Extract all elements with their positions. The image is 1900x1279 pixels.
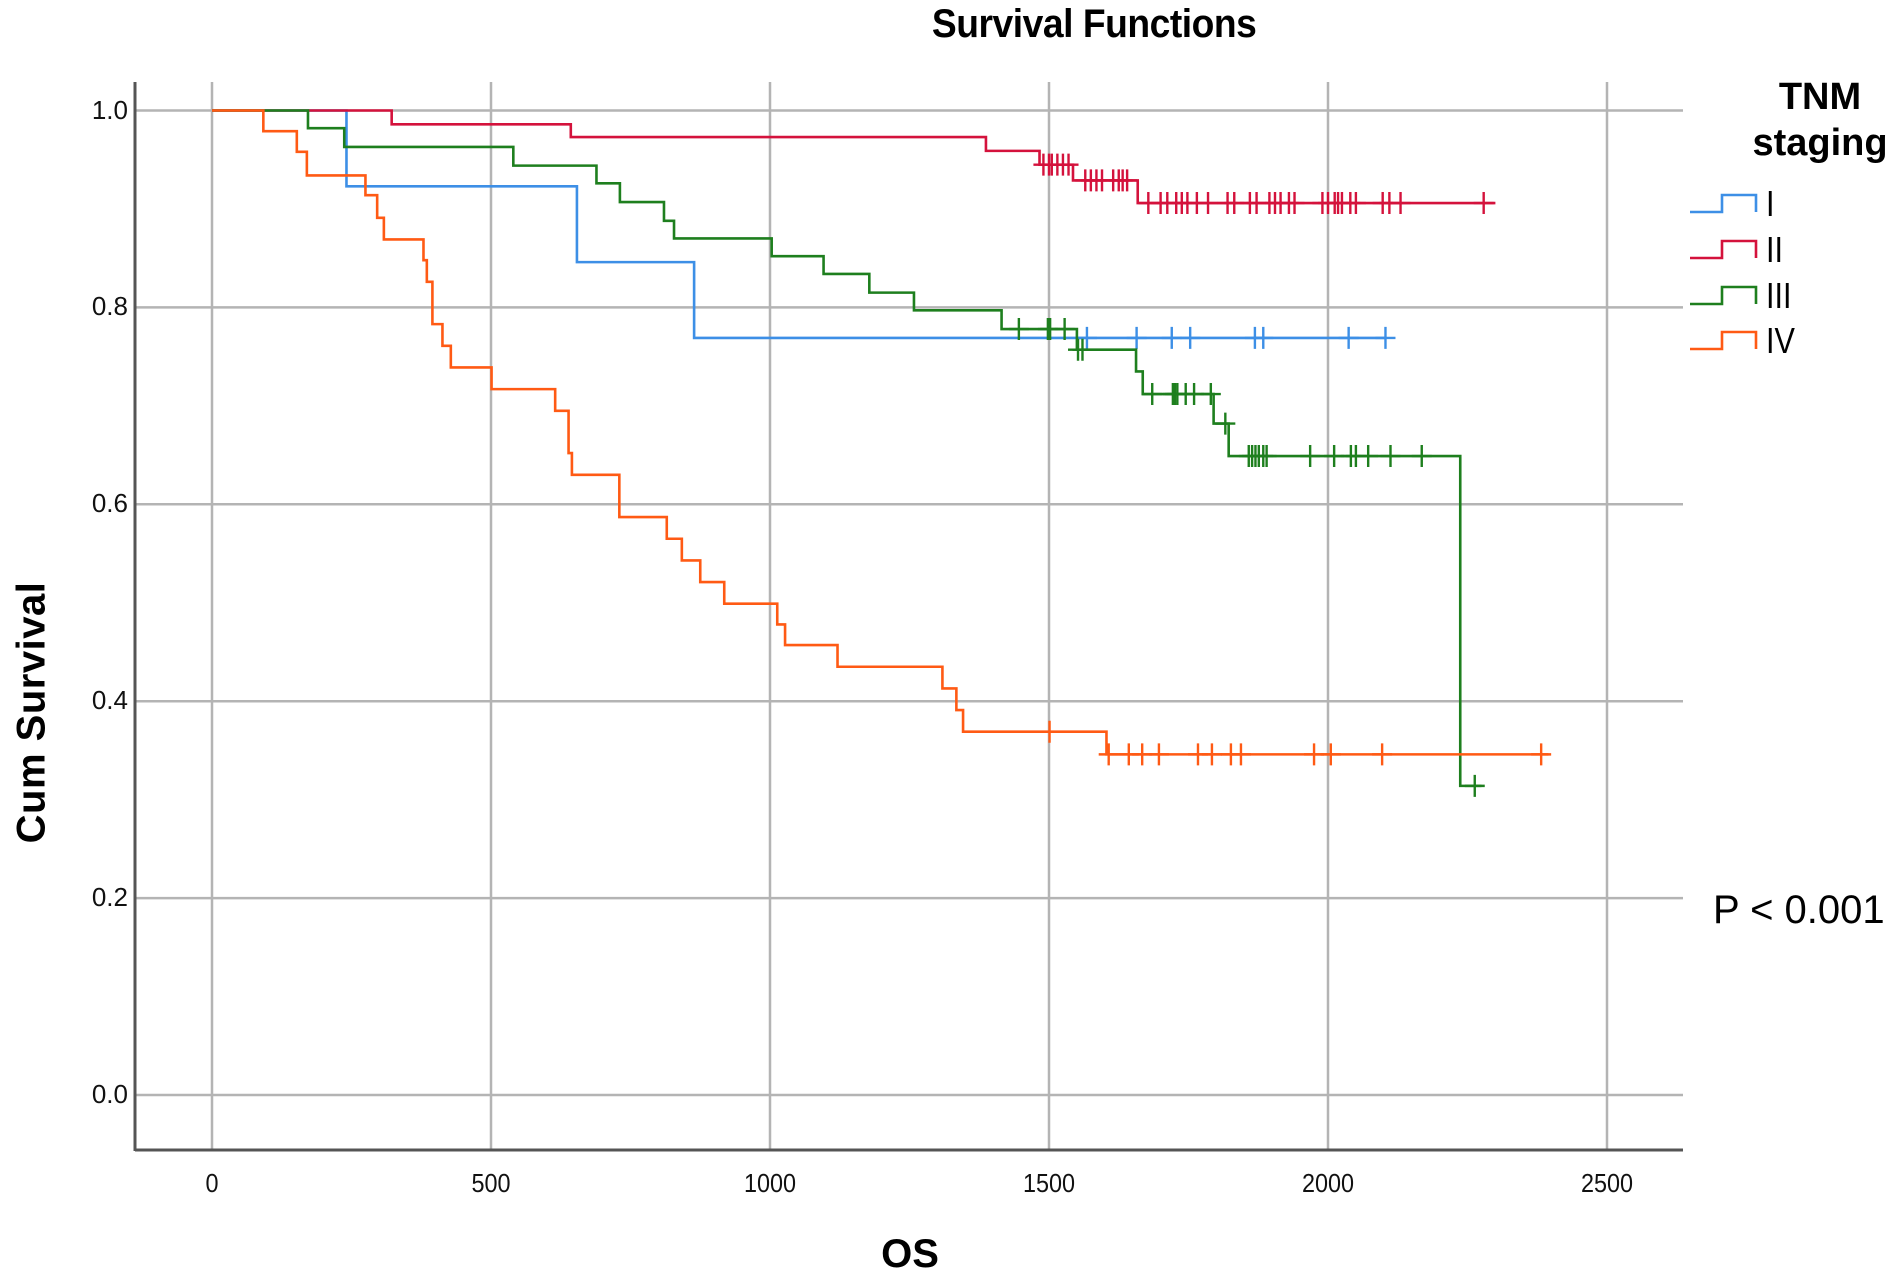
censor-mark	[1076, 326, 1097, 349]
censor-mark	[1198, 192, 1219, 215]
x-tick-label: 500	[471, 1168, 511, 1198]
legend-label: III	[1766, 275, 1792, 316]
censor-mark	[1126, 326, 1147, 349]
legend-item-stage-II: II	[1688, 230, 1808, 274]
legend-step-icon	[1690, 330, 1758, 351]
censor-mark	[1161, 326, 1182, 349]
y-tick-label: 0.6	[91, 488, 128, 519]
censor-mark	[1375, 326, 1396, 349]
censor-mark	[1300, 445, 1321, 468]
censor-mark	[1464, 774, 1485, 797]
legend-item-stage-IV: IV	[1688, 321, 1808, 365]
censor-mark	[1132, 743, 1153, 766]
step-line	[212, 109, 1387, 340]
censor-mark	[1058, 153, 1079, 176]
censor-mark	[1142, 383, 1163, 406]
censor-mark	[1215, 412, 1236, 435]
censor-mark	[1253, 326, 1274, 349]
curve-stage-II	[212, 109, 1496, 215]
censor-mark	[1338, 326, 1359, 349]
y-tick-label: 0.8	[91, 291, 128, 322]
curve-stage-I	[212, 109, 1396, 349]
step-line	[212, 109, 1549, 756]
censor-mark	[1117, 169, 1138, 192]
censor-mark	[1304, 743, 1325, 766]
survival-curves	[212, 109, 1552, 797]
legend-step-icon	[1690, 239, 1758, 260]
censor-mark	[1201, 743, 1222, 766]
legend-label: II	[1766, 229, 1784, 270]
censor-mark	[1184, 383, 1205, 406]
legend-label: IV	[1766, 320, 1795, 361]
grid-lines	[135, 82, 1683, 1150]
x-tick-label: 2000	[1301, 1168, 1355, 1198]
censor-mark	[1380, 445, 1401, 468]
censor-mark	[1072, 338, 1093, 361]
censor-mark	[1320, 743, 1341, 766]
censor-mark	[1039, 720, 1060, 743]
legend-label: I	[1766, 183, 1775, 224]
censor-mark	[1372, 743, 1393, 766]
x-axis-label: OS	[881, 1232, 939, 1276]
censor-mark	[1390, 192, 1411, 215]
chart-title: Survival Functions	[931, 2, 1257, 46]
censor-mark	[1098, 743, 1119, 766]
x-tick-label: 0	[205, 1168, 219, 1198]
curve-stage-III	[212, 109, 1485, 797]
censor-mark	[1358, 445, 1379, 468]
y-tick-label: 0.2	[91, 882, 128, 913]
legend-item-stage-I: I	[1688, 184, 1808, 228]
censor-mark	[1230, 743, 1251, 766]
censor-mark	[1284, 192, 1305, 215]
censor-mark	[1531, 743, 1552, 766]
censor-mark	[1473, 192, 1494, 215]
censor-mark	[1148, 743, 1169, 766]
legend-step-icon	[1690, 193, 1758, 214]
censor-mark	[1054, 318, 1075, 341]
x-tick-label: 1000	[743, 1168, 797, 1198]
step-line	[212, 109, 1482, 788]
censor-mark	[1345, 192, 1366, 215]
censor-mark	[1180, 326, 1201, 349]
y-axis-label: Cum Survival	[9, 581, 54, 844]
legend-item-stage-III: III	[1688, 276, 1808, 320]
censor-mark	[1200, 383, 1221, 406]
y-tick-label: 0.4	[91, 685, 128, 716]
censor-mark	[1256, 445, 1277, 468]
y-tick-label: 0.0	[91, 1079, 128, 1109]
x-tick-label: 1500	[1022, 1168, 1076, 1198]
axes	[133, 82, 1683, 1152]
legend-step-icon	[1690, 285, 1758, 306]
p-value-annotation: P < 0.001	[1713, 888, 1885, 932]
step-line	[212, 109, 1496, 205]
legend-title-text: TNM staging	[1752, 76, 1888, 164]
censor-mark	[1411, 445, 1432, 468]
curve-stage-IV	[212, 109, 1552, 766]
y-tick-label: 1.0	[91, 94, 128, 125]
censor-mark	[1008, 318, 1029, 341]
legend-title: TNM staging	[1735, 74, 1900, 166]
censor-mark	[1324, 445, 1345, 468]
x-tick-label: 2500	[1580, 1168, 1634, 1198]
